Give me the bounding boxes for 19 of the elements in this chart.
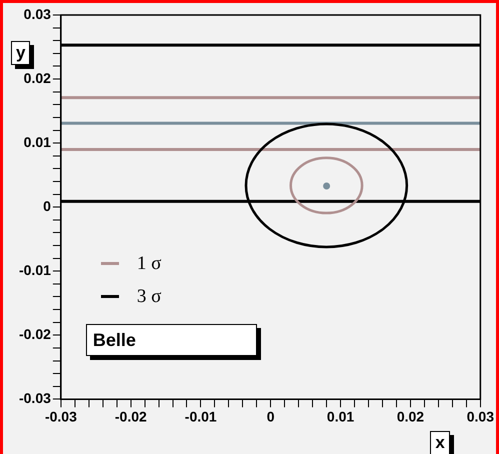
y-tick-label: 0.02 (24, 70, 52, 86)
y-tick-label: -0.03 (18, 390, 52, 406)
y-tick-label: -0.01 (18, 262, 52, 278)
x-tick-label: -0.03 (44, 408, 78, 424)
y-tick-label: 0 (43, 198, 52, 214)
annotation: Belle (92, 330, 136, 350)
y-tick-label: -0.02 (18, 326, 52, 342)
x-axis-title: x (430, 431, 450, 454)
x-tick-label: -0.01 (184, 408, 217, 424)
annotation: 1 σ (136, 252, 162, 275)
y-tick-label: 0.01 (24, 134, 52, 150)
x-tick-label: 0.03 (466, 408, 494, 424)
x-tick-label: 0 (266, 408, 275, 424)
x-tick-label: 0.01 (326, 408, 354, 424)
y-tick-label: 0.03 (24, 6, 52, 22)
y-axis-title: y (11, 41, 30, 65)
x-tick-label: 0.02 (396, 408, 424, 424)
annotation: 3 σ (136, 286, 162, 308)
x-tick-label: -0.02 (114, 408, 147, 424)
